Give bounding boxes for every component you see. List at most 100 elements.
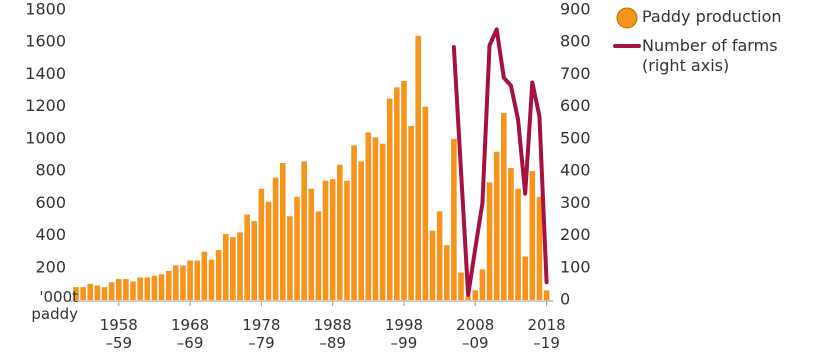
- y2-tick-label: 400: [560, 161, 591, 180]
- y-tick-label: 1400: [25, 64, 66, 83]
- bar: [351, 145, 357, 300]
- bar: [208, 259, 215, 300]
- bar: [465, 296, 471, 300]
- line: [451, 27, 549, 298]
- bar: [422, 106, 429, 301]
- bar: [344, 180, 350, 300]
- bar: [379, 143, 386, 300]
- bar: [244, 214, 250, 300]
- x-tick-label: 1998 –99: [384, 316, 424, 352]
- bar: [315, 211, 322, 300]
- bar: [251, 221, 258, 300]
- x-tick-label: 1978 –79: [242, 316, 281, 352]
- bar: [130, 281, 136, 300]
- y2-tick-label: 200: [560, 225, 591, 244]
- bar: [329, 179, 336, 300]
- bar: [337, 164, 343, 300]
- y-tick-label: 400: [35, 225, 66, 244]
- bar: [87, 283, 94, 300]
- x-tick-label: 2018 –19: [527, 316, 566, 352]
- bar: [279, 163, 286, 300]
- bar: [415, 35, 422, 301]
- bar: [187, 260, 193, 300]
- y2-tick-label: 0: [560, 290, 570, 309]
- bar: [508, 167, 514, 300]
- bar: [194, 260, 201, 300]
- bar: [173, 265, 179, 300]
- bar: [180, 265, 186, 300]
- bar: [451, 138, 457, 300]
- bar: [158, 274, 165, 300]
- bar: [522, 256, 528, 300]
- bar: [301, 161, 307, 300]
- bar: [515, 188, 521, 300]
- legend-swatch: [616, 7, 638, 29]
- bar: [237, 232, 243, 300]
- bar: [458, 272, 464, 300]
- x-tick-label: 1958 –59: [99, 316, 138, 352]
- y2-tick-label: 500: [560, 128, 591, 147]
- x-tick-label: 1968 –69: [170, 316, 210, 352]
- bar: [372, 137, 379, 300]
- bar: [215, 250, 222, 300]
- bar: [230, 237, 236, 300]
- bar: [151, 275, 158, 300]
- y2-tick-label: 800: [560, 32, 591, 51]
- bar: [436, 211, 443, 300]
- bar: [486, 182, 493, 300]
- bar: [222, 233, 229, 300]
- bar: [144, 277, 151, 300]
- bar: [265, 201, 272, 300]
- y-tick-label: 1200: [25, 96, 66, 115]
- bar: [308, 188, 315, 300]
- bar: [94, 285, 101, 300]
- bar: [365, 132, 372, 300]
- y-tick-label: 1000: [25, 128, 66, 147]
- bar: [201, 251, 208, 300]
- bar: [443, 245, 450, 300]
- y-tick-label: 600: [35, 193, 66, 212]
- bar: [80, 287, 86, 300]
- y2-tick-label: 300: [560, 193, 591, 212]
- x-tick-label: 1988 –89: [313, 316, 352, 352]
- bar: [386, 98, 393, 300]
- bar: [472, 290, 479, 300]
- bar: [287, 216, 293, 300]
- bar: [401, 80, 407, 300]
- bar: [408, 126, 414, 300]
- bar: [294, 196, 300, 300]
- bar: [258, 188, 265, 300]
- bar: [543, 290, 550, 300]
- y-tick-label: 1800: [25, 0, 66, 19]
- bar: [101, 287, 108, 300]
- bar: [501, 113, 507, 300]
- y-tick-label: 800: [35, 161, 66, 180]
- y2-tick-label: 600: [560, 96, 591, 115]
- y2-tick-label: 100: [560, 257, 591, 276]
- legend-label: Number of farms (right axis): [642, 36, 778, 75]
- bar: [529, 171, 536, 300]
- bar: [272, 177, 279, 300]
- bar: [165, 271, 172, 300]
- y-axis-label: '000t paddy: [31, 288, 78, 323]
- bar: [358, 161, 364, 300]
- bar: [429, 230, 436, 300]
- y2-tick-label: 700: [560, 64, 591, 83]
- y-tick-label: 1600: [25, 32, 66, 51]
- bar: [493, 151, 500, 300]
- y2-tick-label: 900: [560, 0, 591, 19]
- bar: [115, 279, 122, 300]
- legend-label: Paddy production: [642, 7, 782, 26]
- bar: [536, 196, 543, 300]
- bar: [137, 277, 143, 300]
- x-tick-label: 2008 –09: [456, 316, 495, 352]
- y-tick-label: 200: [35, 257, 66, 276]
- bar: [322, 180, 329, 300]
- bar: [479, 269, 486, 300]
- bar: [394, 87, 400, 300]
- bar: [73, 287, 79, 300]
- bar: [123, 279, 129, 300]
- bar: [108, 282, 115, 300]
